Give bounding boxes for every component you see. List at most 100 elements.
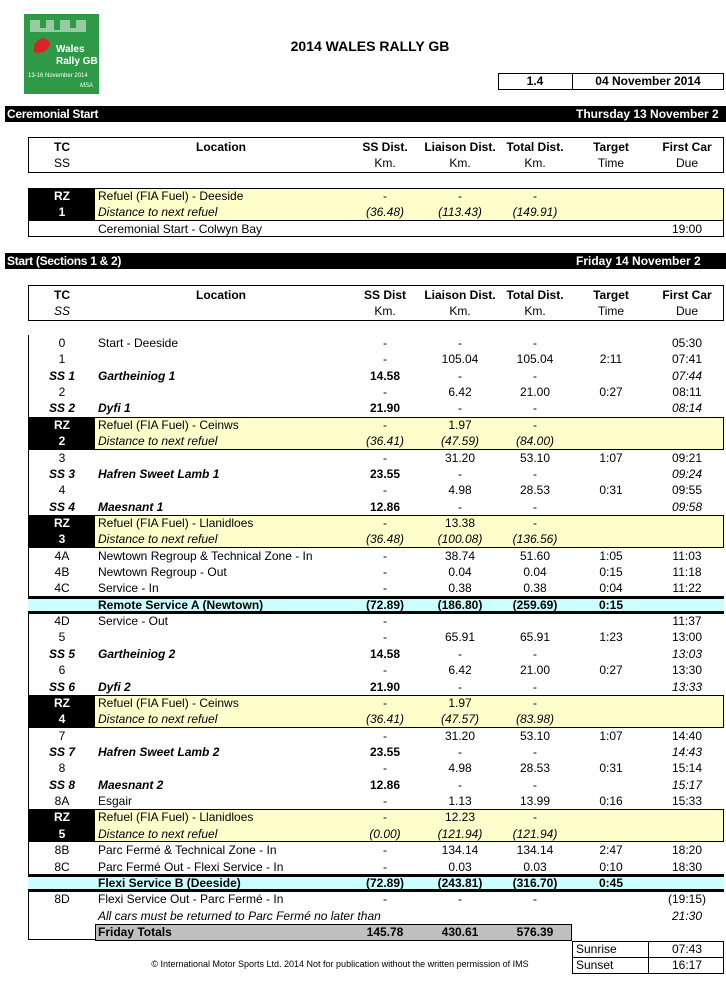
cell: 1:23 [599,630,623,645]
cell: - [383,695,387,710]
location: Parc Fermé & Technical Zone - In [98,843,277,858]
cell: - [533,745,537,759]
cell: 21:30 [671,908,703,923]
control-id: SS 6 [48,679,75,694]
cell: 11:18 [672,565,702,580]
cell: 1.13 [448,794,472,809]
control-id: 0 [58,336,66,350]
cell: - [383,581,387,596]
column-header: SS [53,304,70,318]
cell: 15:33 [671,794,703,809]
location: Distance to next refuel [98,434,218,449]
location: Esgair [98,794,133,809]
section-bar [5,106,726,122]
cell: 53.10 [519,450,551,465]
cell: 65.91 [519,630,551,645]
cell: 14.58 [369,368,401,383]
cell: - [383,450,387,465]
control-id: 5 [58,630,66,645]
cell: 0.04 [523,565,547,580]
control-id: SS 8 [48,777,75,792]
column-header: Due [675,156,698,170]
cell: 14:43 [671,745,703,759]
control-id: SS 7 [48,745,75,759]
section-date: Thursday 13 November 2 [576,107,719,121]
cell: 0:31 [599,483,623,498]
cell: (316.70) [512,875,558,890]
cell: (121.94) [437,826,483,841]
cell: 28.53 [519,761,551,776]
refuel-row [95,825,724,843]
cell: 0:27 [599,663,623,678]
logo-dates: 13-16 November 2014 [28,73,88,79]
location: Refuel (FIA Fuel) - Llanidloes [98,810,254,825]
control-id: SS 3 [48,466,75,481]
cell: 0.03 [523,859,547,874]
cell: - [533,777,537,792]
location: Hafren Sweet Lamb 1 [98,466,220,481]
cell: (243.81) [437,875,483,890]
cell: 0:15 [598,597,624,612]
refuel-row [95,204,724,222]
cell: - [383,794,387,809]
refuel-row [95,514,724,532]
cell: - [533,810,537,825]
sun-label: Sunrise [576,942,617,956]
column-header: TC [54,140,70,154]
column-header: Km. [524,156,546,170]
location: Refuel (FIA Fuel) - Llanidloes [98,515,254,530]
service-row [28,873,724,893]
column-header: Location [196,140,246,154]
cell: (83.98) [515,712,555,727]
cell: - [383,336,387,350]
cell: 13:33 [671,679,703,694]
location: Remote Service A (Newtown) [98,597,264,612]
cell: 6.42 [448,385,472,400]
control-id: RZ [54,515,70,530]
cell: (36.41) [365,434,405,449]
refuel-zone-id [28,694,95,712]
cell: 134.14 [516,843,554,858]
cell: (259.69) [512,597,558,612]
cell: 4.98 [448,761,472,776]
control-id: 4B [54,565,70,580]
cell: 15:14 [671,761,703,776]
section-bar [5,253,726,269]
cell: - [458,777,462,792]
cell: - [533,499,537,514]
cell: - [458,646,462,661]
cell: 13:30 [671,663,703,678]
cell: 145.78 [366,924,404,939]
column-header: Total Dist. [506,288,564,302]
cell: 21.90 [369,679,401,694]
cell: (113.43) [438,205,482,220]
location: Distance to next refuel [98,826,218,841]
cell: 09:21 [671,450,703,465]
sun-time: 16:17 [671,958,703,972]
cell: 6.42 [448,663,472,678]
cell: (47.57) [440,712,480,727]
cell: (0.00) [369,826,401,841]
location: Ceremonial Start - Colwyn Bay [98,221,263,236]
refuel-zone-id [28,514,95,532]
location: Newtown Regroup - Out [98,565,227,580]
cell: - [383,630,387,645]
section-name: Ceremonial Start [7,107,99,121]
cell: (36.48) [365,532,405,547]
location: Maesnant 1 [98,499,164,514]
cell: - [458,189,462,203]
location: Maesnant 2 [98,777,164,792]
cell: 65.91 [444,630,476,645]
cell: - [533,401,537,416]
cell: 0:04 [599,581,623,596]
doc-title: 2014 WALES RALLY GB [290,38,450,54]
cell: - [458,466,462,481]
column-header: First Car [662,288,712,302]
cell: 31.20 [444,728,476,743]
cell: - [533,892,537,907]
refuel-zone-id [28,204,95,222]
cell: 105.04 [516,352,554,367]
cell: - [533,646,537,661]
cell: - [458,336,462,350]
cell: 13:00 [671,630,703,645]
